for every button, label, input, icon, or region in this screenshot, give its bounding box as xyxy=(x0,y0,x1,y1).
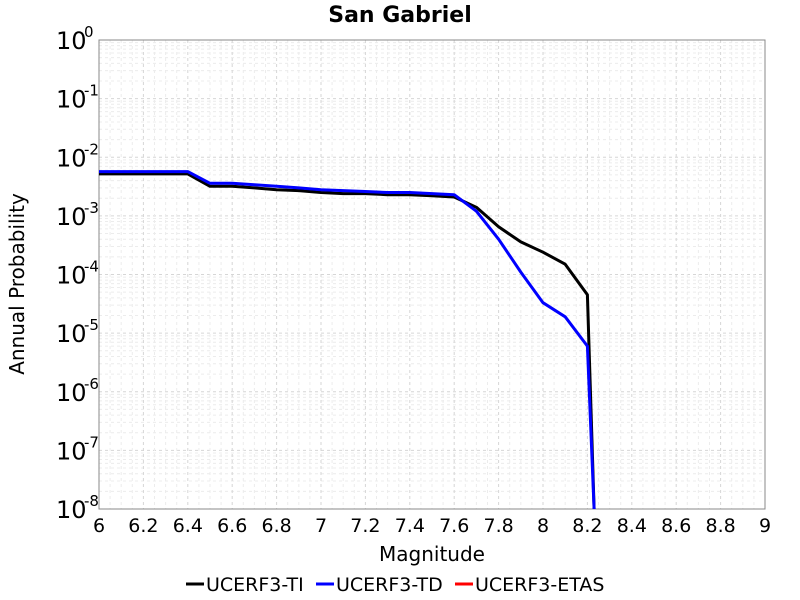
x-tick-label: 8.2 xyxy=(572,515,602,537)
y-tick-exponent: 0 xyxy=(84,23,94,41)
y-tick-exponent: -6 xyxy=(84,375,99,393)
x-axis-label: Magnitude xyxy=(379,542,485,566)
x-tick-label: 7.2 xyxy=(350,515,380,537)
x-tick-label: 6.4 xyxy=(173,515,203,537)
y-tick-exponent: -4 xyxy=(84,258,99,276)
x-tick-label: 8.6 xyxy=(661,515,691,537)
y-tick-base: 10 xyxy=(56,203,87,231)
chart-title: San Gabriel xyxy=(328,3,472,28)
y-tick-label: 10-1 xyxy=(56,82,99,114)
series-line-ucerf3-td xyxy=(99,170,596,510)
legend-item-ucerf3-ti: UCERF3-TI xyxy=(186,574,304,596)
y-tick-exponent: -2 xyxy=(84,140,99,158)
y-tick-label: 10-7 xyxy=(56,433,99,465)
y-tick-label: 10-5 xyxy=(56,316,99,348)
y-tick-label: 10-2 xyxy=(56,140,99,172)
y-tick-exponent: -1 xyxy=(84,82,99,100)
x-tick-label: 9 xyxy=(759,515,771,537)
y-tick-base: 10 xyxy=(56,496,87,524)
y-tick-label: 10-3 xyxy=(56,199,99,231)
y-tick-base: 10 xyxy=(56,27,87,55)
y-tick-label: 100 xyxy=(56,23,94,55)
x-tick-label: 8.4 xyxy=(617,515,647,537)
x-tick-label: 6.6 xyxy=(217,515,247,537)
y-tick-exponent: -5 xyxy=(84,316,99,334)
plot-area-border xyxy=(98,39,766,510)
legend-label: UCERF3-TD xyxy=(336,574,443,596)
legend-item-ucerf3-td: UCERF3-TD xyxy=(316,574,443,596)
y-tick-exponent: -7 xyxy=(84,433,99,451)
y-tick-exponent: -8 xyxy=(84,492,99,510)
y-tick-exponent: -3 xyxy=(84,199,99,217)
x-tick-label: 7.6 xyxy=(439,515,469,537)
x-tick-label: 7.4 xyxy=(395,515,425,537)
y-tick-base: 10 xyxy=(56,262,87,290)
x-tick-label: 7 xyxy=(315,515,327,537)
x-tick-label: 8 xyxy=(537,515,549,537)
legend-label: UCERF3-ETAS xyxy=(475,574,604,596)
y-tick-base: 10 xyxy=(56,144,87,172)
x-axis-ticks: 6 6.2 6.4 6.6 6.8 7 7.2 7.4 7.6 7.8 8 8.2 8.4 8.6 8.8 9 xyxy=(93,515,771,537)
x-tick-label: 7.8 xyxy=(483,515,513,537)
y-tick-label: 10-4 xyxy=(56,258,99,290)
y-tick-base: 10 xyxy=(56,379,87,407)
legend: UCERF3-TI UCERF3-TD UCERF3-ETAS xyxy=(186,574,604,596)
legend-item-ucerf3-etas: UCERF3-ETAS xyxy=(455,574,604,596)
y-tick-base: 10 xyxy=(56,320,87,348)
series-line-ucerf3-ti xyxy=(99,172,596,510)
series-lines xyxy=(99,170,596,510)
y-tick-base: 10 xyxy=(56,86,87,114)
x-tick-label: 6.8 xyxy=(261,515,291,537)
y-axis-label: Annual Probability xyxy=(5,193,29,375)
x-tick-label: 8.8 xyxy=(705,515,735,537)
grid xyxy=(98,39,766,510)
x-tick-label: 6 xyxy=(93,515,105,537)
y-tick-label: 10-8 xyxy=(56,492,99,524)
y-tick-base: 10 xyxy=(56,437,87,465)
legend-label: UCERF3-TI xyxy=(206,574,304,596)
y-tick-label: 10-6 xyxy=(56,375,99,407)
x-tick-label: 6.2 xyxy=(128,515,158,537)
